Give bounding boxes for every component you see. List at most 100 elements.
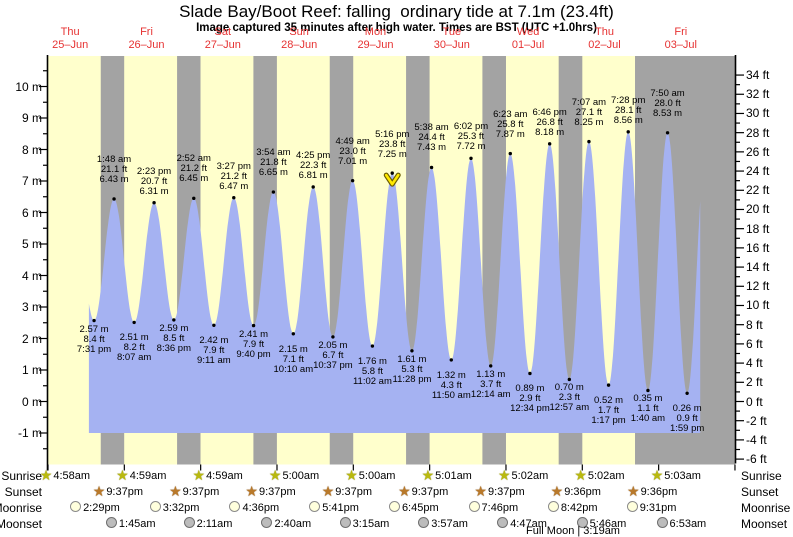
moonset-time: 6:53am	[669, 518, 707, 530]
y-axis-left-tick-label: 8 m	[21, 142, 42, 157]
moonset-item: 1:45am	[105, 517, 156, 531]
moonset-time: 2:40am	[274, 518, 312, 530]
moonset-row-label-left: Moonset	[0, 517, 42, 531]
high-tide-label: 7:07 am 27.1 ft 8.25 m	[571, 96, 607, 128]
moonset-time: 1:45am	[118, 518, 156, 530]
low-tide-label: 1.32 m 4.3 ft 11:50 am	[431, 369, 471, 401]
sunrise-item: ★5:00am	[345, 468, 395, 483]
moonrise-icon	[388, 501, 400, 512]
moonrise-icon	[229, 501, 241, 512]
tide-extreme-dot	[152, 201, 156, 205]
moonset-icon	[261, 517, 273, 528]
sunrise-item: ★5:01am	[421, 467, 472, 483]
moonset-item: 2:11am	[183, 517, 233, 531]
sunrise-item: ★5:03am	[650, 467, 701, 483]
low-tide-label: 2.57 m 8.4 ft 7:31 pm	[76, 323, 112, 355]
sunrise-star-icon: ★	[421, 467, 435, 483]
moonrise-icon	[547, 501, 559, 512]
moonset-icon	[418, 517, 430, 528]
low-tide-label: 2.05 m 6.7 ft 10:37 pm	[313, 339, 353, 371]
tide-curve	[88, 131, 701, 433]
tide-extreme-dot	[646, 388, 650, 393]
y-axis-right-tick-label: -4 ft	[746, 432, 767, 447]
chart-subtitle: Image captured 35 minutes after high wat…	[196, 22, 597, 34]
tide-extreme-dot	[449, 358, 453, 362]
y-axis-right-tick-label: 26 ft	[746, 144, 770, 159]
sunrise-star-icon: ★	[192, 467, 206, 483]
sunrise-time: 4:59am	[129, 470, 167, 482]
y-axis-right-tick-label: 8 ft	[746, 317, 763, 332]
sunrise-item: ★5:00am	[269, 468, 319, 483]
tide-extreme-dot	[587, 139, 591, 144]
y-axis-left-tick-label: 0 m	[21, 394, 42, 409]
high-tide-label: 4:49 am 23.0 ft 7.01 m	[335, 135, 370, 167]
low-tide-label: 1.13 m 3.7 ft 12:14 am	[470, 368, 511, 400]
tide-extreme-dot	[291, 332, 296, 336]
sunset-item: ★9:37pm	[169, 484, 220, 499]
sunset-item: ★9:36pm	[627, 483, 678, 499]
sunrise-time: 4:59am	[206, 470, 243, 482]
moonrise-time: 6:45pm	[401, 502, 439, 514]
sunrise-time: 4:58am	[53, 470, 91, 482]
moonset-item: 2:40am	[261, 517, 311, 531]
y-axis-left-tick-label: 2 m	[21, 331, 42, 346]
moonrise-item: 5:41pm	[309, 501, 359, 515]
sunset-time: 9:36pm	[640, 486, 678, 498]
tide-extreme-dot	[489, 364, 493, 368]
tide-extreme-dot	[271, 190, 276, 194]
low-tide-label: 0.26 m 0.9 ft 1:59 pm	[669, 403, 705, 435]
day-label: Tue 30–Jun	[433, 26, 470, 51]
tide-extreme-dot	[665, 131, 670, 135]
high-tide-label: 2:23 pm 20.7 ft 6.31 m	[136, 165, 172, 197]
sunrise-item: ★4:59am	[116, 468, 167, 483]
moonrise-item: 2:29pm	[70, 501, 120, 515]
high-tide-label: 5:38 am 24.4 ft 7.43 m	[414, 122, 449, 154]
moonset-time: 3:15am	[352, 518, 390, 530]
y-axis-right-tick-label: 18 ft	[746, 221, 770, 236]
moonset-time: 4:47am	[510, 518, 547, 530]
high-tide-label: 2:52 am 21.2 ft 6.45 m	[176, 153, 211, 185]
sunrise-star-icon: ★	[650, 467, 664, 483]
sunset-item: ★9:37pm	[245, 483, 295, 499]
moonrise-row-label-left: Moonrise	[0, 501, 42, 515]
moonset-item: 4:47am	[497, 517, 547, 531]
tide-extreme-dot	[606, 383, 611, 387]
moonrise-item: 3:32pm	[149, 501, 199, 515]
sunrise-time: 5:01am	[435, 470, 472, 482]
moonrise-time: 7:46pm	[481, 502, 519, 514]
moonset-icon	[656, 517, 668, 528]
y-axis-left-tick-label: 6 m	[21, 205, 42, 220]
low-tide-label: 2.51 m 8.2 ft 8:07 am	[116, 332, 152, 364]
y-axis-right-tick-label: 22 ft	[746, 183, 770, 198]
moonrise-row-label-right: Moonrise	[741, 501, 791, 515]
moonset-time: 2:11am	[196, 518, 233, 530]
y-axis-right-tick-label: 0 ft	[746, 394, 763, 409]
y-axis-right-tick-label: 28 ft	[746, 125, 770, 140]
tide-extreme-dot	[132, 320, 136, 325]
sunset-item: ★9:37pm	[398, 484, 448, 499]
sunset-time: 9:37pm	[182, 486, 220, 498]
y-axis-left-tick-label: 5 m	[21, 237, 42, 251]
sunset-star-icon: ★	[474, 483, 487, 499]
sunrise-row-label-left: Sunrise	[1, 469, 42, 483]
day-label: Wed 01–Jul	[511, 26, 545, 51]
tide-extreme-dot	[112, 197, 116, 201]
low-tide-label: 0.35 m 1.1 ft 1:40 am	[630, 393, 666, 425]
sunset-star-icon: ★	[245, 483, 258, 499]
sunrise-star-icon: ★	[574, 467, 587, 483]
sunset-star-icon: ★	[627, 483, 640, 499]
high-tide-label: 5:16 pm 23.8 ft 7.25 m	[375, 129, 410, 161]
y-axis-left-tick-label: 9 m	[21, 111, 42, 125]
low-tide-label: 2.15 m 7.1 ft 10:10 am	[273, 343, 314, 375]
day-label: Sun 28–Jun	[281, 26, 318, 51]
high-tide-label: 1:48 am 21.1 ft 6.43 m	[96, 153, 132, 185]
moonset-icon	[339, 517, 351, 528]
page-title: Slade Bay/Boot Reef: falling ordinary ti…	[179, 2, 614, 21]
moonrise-icon	[309, 501, 321, 512]
current-tide-marker	[384, 173, 400, 186]
sunset-time: 9:37pm	[487, 486, 525, 498]
moonrise-icon	[468, 501, 480, 512]
high-tide-label: 4:25 pm 22.3 ft 6.81 m	[296, 149, 331, 181]
moonrise-item: 7:46pm	[468, 501, 519, 515]
